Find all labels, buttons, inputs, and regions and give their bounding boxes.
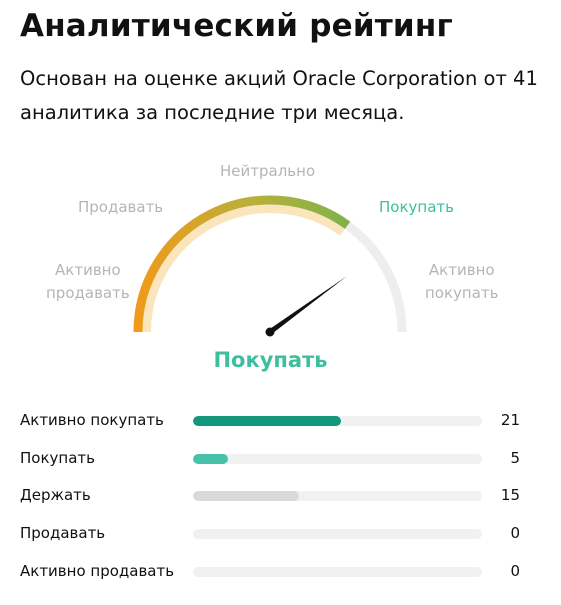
breakdown-label: Активно продавать <box>20 562 175 580</box>
breakdown-bar-track <box>193 416 482 426</box>
gauge-needle <box>268 276 347 335</box>
rating-verdict: Покупать <box>213 348 328 372</box>
breakdown-bar-track <box>193 567 482 577</box>
breakdown-bar-fill <box>193 454 229 464</box>
breakdown-row-strong-sell: Активно продавать 0 <box>0 560 561 584</box>
gauge-label-buy: Покупать <box>379 198 454 216</box>
page-title: Аналитический рейтинг <box>20 8 453 44</box>
breakdown-count: 21 <box>500 411 520 429</box>
page-subtitle: Основан на оценке акций Oracle Corporati… <box>20 67 538 124</box>
breakdown-bar-fill <box>193 416 342 426</box>
gauge-label-strong-buy-line2: покупать <box>425 284 499 302</box>
breakdown-count: 0 <box>510 524 520 542</box>
breakdown-row-hold: Держать 15 <box>0 484 561 508</box>
breakdown-bar-track <box>193 454 482 464</box>
breakdown-label: Продавать <box>20 524 106 542</box>
breakdown-count: 0 <box>510 562 520 580</box>
gauge-label-strong-sell-line2: продавать <box>46 284 130 302</box>
gauge-fill-arc <box>133 195 351 333</box>
breakdown-bar-track <box>193 491 482 501</box>
breakdown-count: 5 <box>510 449 520 467</box>
gauge-track <box>133 195 407 333</box>
gauge-label-strong-sell-line1: Активно <box>55 261 121 279</box>
gauge-label-strong-buy-line1: Активно <box>428 261 495 279</box>
breakdown-row-strong-buy: Активно покупать 21 <box>0 409 561 433</box>
breakdown-bar-fill <box>193 491 299 501</box>
breakdown-bar-track <box>193 529 482 539</box>
gauge-inner-track <box>141 203 346 333</box>
gauge-svg <box>133 195 407 337</box>
breakdown-row-sell: Продавать 0 <box>0 522 561 546</box>
breakdown-label: Покупать <box>20 449 95 467</box>
gauge-label-strong-sell: Активно продавать <box>46 259 130 305</box>
breakdown-label: Активно покупать <box>20 411 164 429</box>
rating-gauge: Активно продавать Продавать Нейтрально П… <box>0 150 561 380</box>
gauge-label-strong-buy: Активно покупать <box>425 259 499 305</box>
gauge-label-neutral: Нейтрально <box>220 162 316 180</box>
gauge-label-sell: Продавать <box>78 198 164 216</box>
breakdown-count: 15 <box>500 486 520 504</box>
gauge-needle-hub <box>265 327 275 337</box>
breakdown-row-buy: Покупать 5 <box>0 447 561 471</box>
breakdown-label: Держать <box>20 486 91 504</box>
